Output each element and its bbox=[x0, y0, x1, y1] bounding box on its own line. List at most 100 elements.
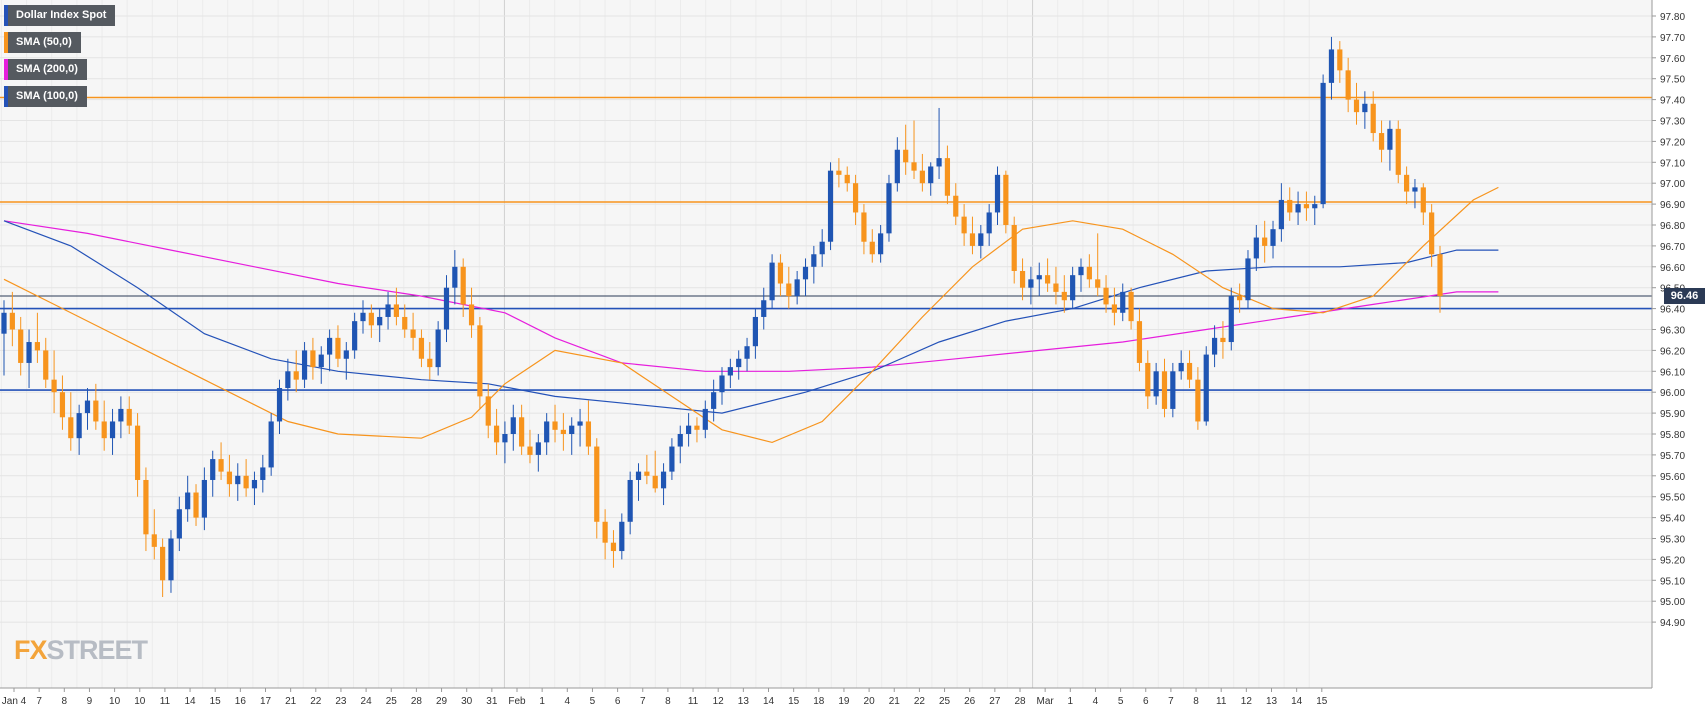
candle bbox=[1086, 254, 1092, 288]
x-tick-label: 8 bbox=[1193, 696, 1199, 707]
x-tick-label: 27 bbox=[989, 696, 1001, 707]
candle bbox=[1370, 91, 1376, 142]
y-tick-label: 96.40 bbox=[1660, 305, 1685, 316]
y-tick-label: 95.40 bbox=[1660, 514, 1685, 525]
candle bbox=[1161, 358, 1168, 418]
candle bbox=[1178, 350, 1184, 380]
x-tick-label: 14 bbox=[184, 696, 196, 707]
candle-body bbox=[811, 254, 817, 267]
candle-body bbox=[1270, 229, 1276, 246]
candle-body bbox=[644, 471, 650, 476]
candle-body bbox=[1312, 204, 1318, 209]
candle-body bbox=[285, 371, 291, 389]
candle-body bbox=[377, 316, 383, 326]
candle-body bbox=[878, 233, 884, 255]
horizontal-levels bbox=[0, 96, 1652, 391]
candle-body bbox=[903, 149, 909, 163]
candle bbox=[185, 475, 191, 522]
candle bbox=[210, 450, 216, 497]
candle-body bbox=[393, 304, 399, 317]
x-tick-label: 5 bbox=[1118, 696, 1124, 707]
candle bbox=[602, 509, 608, 560]
y-tick-label: 97.00 bbox=[1660, 179, 1685, 190]
x-tick-label: 10 bbox=[134, 696, 146, 707]
candle bbox=[1011, 216, 1017, 284]
candle-body bbox=[1103, 287, 1109, 305]
candle-body bbox=[368, 312, 374, 326]
candle bbox=[243, 459, 249, 497]
candle-body bbox=[1287, 199, 1293, 213]
candle-body bbox=[1353, 99, 1360, 113]
y-tick-label: 95.20 bbox=[1660, 555, 1685, 566]
y-tick-label: 97.30 bbox=[1660, 117, 1685, 128]
candle-body bbox=[1019, 270, 1026, 288]
candle-body bbox=[176, 509, 182, 539]
candle bbox=[836, 158, 842, 188]
candle-body bbox=[1387, 128, 1393, 150]
candle bbox=[468, 287, 475, 338]
candle bbox=[1203, 346, 1209, 426]
candle-body bbox=[1278, 199, 1284, 230]
x-tick-label: 21 bbox=[889, 696, 901, 707]
candle-body bbox=[886, 183, 892, 234]
candle-body bbox=[1145, 362, 1151, 397]
candle bbox=[1395, 120, 1401, 184]
candle bbox=[1145, 350, 1151, 409]
x-tick-label: 24 bbox=[361, 696, 373, 707]
candle-body bbox=[577, 421, 583, 426]
candle bbox=[1003, 170, 1009, 234]
candle-body bbox=[1186, 362, 1193, 380]
candle-body bbox=[936, 158, 942, 167]
x-tick-label: 1 bbox=[1068, 696, 1074, 707]
candle-body bbox=[744, 346, 750, 359]
legend-label: SMA (50,0) bbox=[16, 36, 72, 48]
candle bbox=[1270, 220, 1276, 259]
candle-body bbox=[544, 421, 550, 443]
candle bbox=[318, 346, 324, 384]
candle bbox=[827, 162, 834, 251]
x-tick-label: 1 bbox=[539, 696, 545, 707]
x-tick-label: Feb bbox=[508, 696, 526, 707]
x-tick-label: 18 bbox=[813, 696, 825, 707]
y-tick-label: 96.00 bbox=[1660, 388, 1685, 399]
legend-item-sma100: SMA (100,0) bbox=[4, 86, 87, 107]
candle bbox=[118, 396, 124, 439]
candle-body bbox=[493, 425, 500, 443]
candle-body bbox=[560, 429, 566, 434]
candle bbox=[410, 312, 416, 351]
candle bbox=[276, 379, 283, 434]
candle bbox=[552, 404, 558, 443]
logo-fx: FX bbox=[14, 635, 48, 665]
x-tick-label: 25 bbox=[386, 696, 398, 707]
candle bbox=[1262, 220, 1268, 263]
candle-body bbox=[1111, 304, 1117, 313]
candle bbox=[719, 367, 725, 405]
candle bbox=[151, 509, 157, 560]
y-tick-label: 97.10 bbox=[1660, 158, 1685, 169]
y-tick-label: 95.80 bbox=[1660, 430, 1685, 441]
x-tick-label: 11 bbox=[1216, 696, 1227, 707]
candle bbox=[869, 229, 875, 263]
candle bbox=[744, 337, 750, 372]
candle-body bbox=[327, 337, 333, 355]
candle-body bbox=[1404, 174, 1410, 192]
x-tick-label: 21 bbox=[285, 696, 297, 707]
candle bbox=[1295, 191, 1301, 225]
legend-item-sma200: SMA (200,0) bbox=[4, 59, 87, 80]
candle bbox=[903, 124, 909, 175]
candle-body bbox=[1011, 225, 1017, 271]
y-tick-label: 95.70 bbox=[1660, 451, 1685, 462]
candle bbox=[268, 413, 274, 476]
candle-body bbox=[93, 400, 99, 422]
vertical-grid bbox=[0, 0, 1310, 688]
candle bbox=[527, 429, 533, 464]
candle bbox=[68, 392, 74, 451]
candle bbox=[1287, 187, 1293, 221]
candle bbox=[1019, 258, 1026, 301]
candle-body bbox=[502, 434, 508, 443]
candle-body bbox=[84, 400, 91, 414]
candle-body bbox=[168, 538, 174, 581]
x-tick-label: 5 bbox=[590, 696, 596, 707]
candle bbox=[34, 312, 40, 363]
candle-body bbox=[9, 312, 15, 330]
